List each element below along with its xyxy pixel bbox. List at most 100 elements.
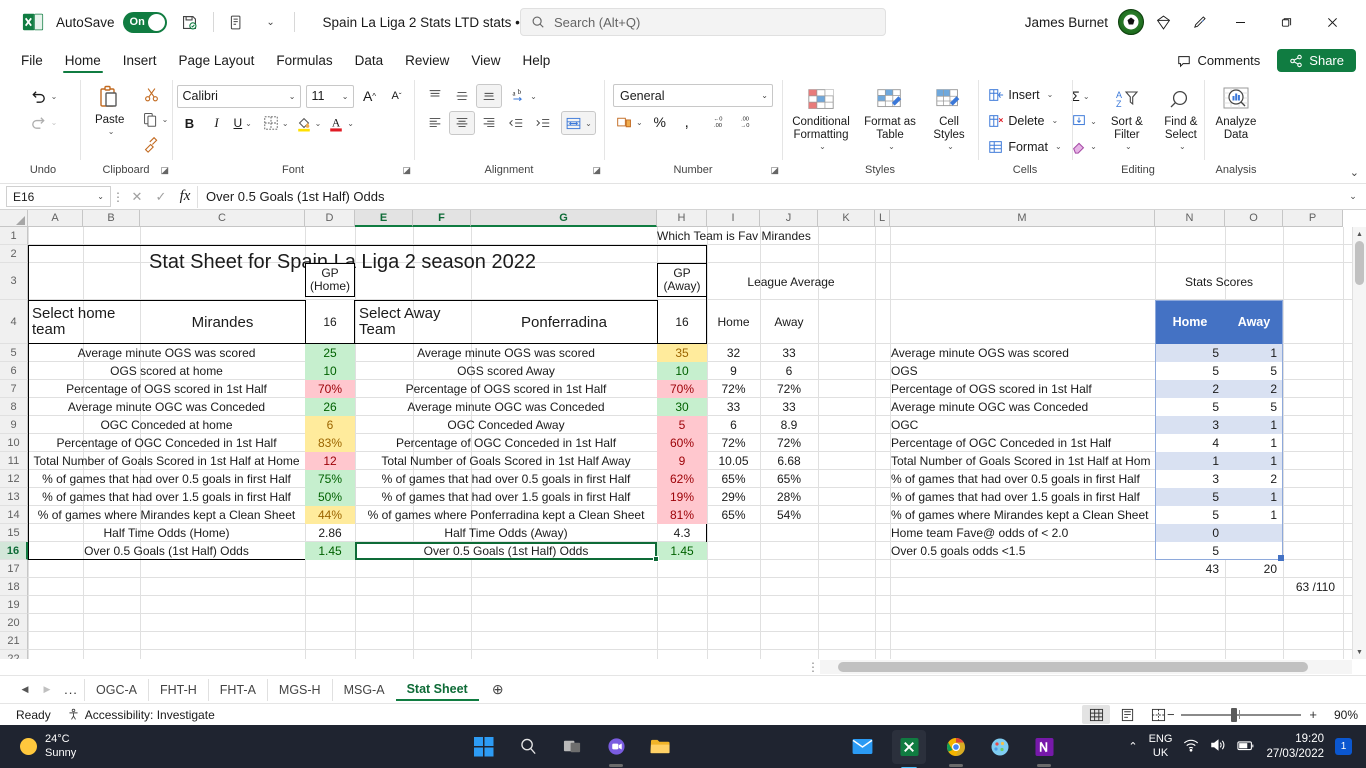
sheet-tab-mgs-h[interactable]: MGS-H — [266, 678, 332, 701]
sheet-overflow-icon[interactable]: ... — [64, 682, 78, 697]
gp-away-value[interactable]: 16 — [657, 300, 707, 344]
tab-page-layout[interactable]: Page Layout — [178, 53, 255, 68]
align-right-button[interactable] — [476, 111, 502, 135]
column-header-l[interactable]: L — [875, 210, 890, 227]
home-stat-value-15[interactable]: 2.86 — [318, 526, 342, 540]
home-stat-value-12[interactable]: 75% — [305, 470, 355, 488]
row-header-21[interactable]: 21 — [0, 632, 28, 650]
start-button-icon[interactable] — [470, 733, 498, 761]
save-icon[interactable] — [175, 7, 205, 37]
cell-styles-button[interactable]: Cell Styles ⌄ — [923, 82, 975, 154]
zoom-level[interactable]: 90% — [1333, 707, 1358, 722]
tab-file[interactable]: File — [21, 53, 43, 68]
column-header-a[interactable]: A — [28, 210, 83, 227]
row-header-14[interactable]: 14 — [0, 506, 28, 524]
score-away-6[interactable]: 5 — [1225, 362, 1283, 380]
home-stat-value-6[interactable]: 10 — [305, 362, 355, 380]
home-stat-value-16[interactable]: 1.45 — [305, 542, 355, 560]
away-stat-value-5[interactable]: 35 — [657, 344, 707, 362]
tab-help[interactable]: Help — [522, 53, 551, 68]
grand-total[interactable]: 63 /110 — [1295, 580, 1335, 594]
away-team-name[interactable]: Ponferradina — [471, 300, 657, 344]
home-stat-value-5[interactable]: 25 — [305, 344, 355, 362]
scroll-up-arrow[interactable]: ▲ — [1356, 230, 1363, 238]
league-home-value-6[interactable]: 9 — [730, 364, 737, 378]
gp-home-value[interactable]: 16 — [305, 300, 355, 344]
row-header-2[interactable]: 2 — [0, 245, 28, 263]
restore-button[interactable] — [1264, 7, 1308, 37]
score-away-12[interactable]: 2 — [1225, 470, 1283, 488]
row-header-10[interactable]: 10 — [0, 434, 28, 452]
comments-button[interactable]: Comments — [1168, 49, 1269, 72]
vertical-scrollbar[interactable]: ▲ ▼ — [1352, 227, 1366, 659]
column-header-k[interactable]: K — [818, 210, 875, 227]
column-header-d[interactable]: D — [305, 210, 355, 227]
active-cell-e16[interactable]: Over 0.5 Goals (1st Half) Odds — [355, 542, 657, 560]
row-header-20[interactable]: 20 — [0, 614, 28, 632]
league-away-value-13[interactable]: 28% — [776, 490, 802, 504]
home-stat-value-13[interactable]: 50% — [305, 488, 355, 506]
score-home-12[interactable]: 3 — [1155, 470, 1225, 488]
row-header-18[interactable]: 18 — [0, 578, 28, 596]
away-stat-value-11[interactable]: 9 — [657, 452, 707, 470]
customize-quick-access-icon[interactable]: ⌄ — [266, 16, 275, 28]
zoom-out-button[interactable]: − — [1167, 707, 1175, 722]
page-break-preview-button[interactable] — [1144, 705, 1172, 724]
align-left-button[interactable] — [422, 111, 448, 135]
column-header-h[interactable]: H — [657, 210, 707, 227]
score-home-10[interactable]: 4 — [1155, 434, 1225, 452]
onenote-icon[interactable] — [1030, 733, 1058, 767]
wifi-icon[interactable] — [1183, 738, 1199, 755]
league-home-value-13[interactable]: 29% — [721, 490, 746, 504]
league-away-value-9[interactable]: 8.9 — [780, 418, 798, 432]
document-title[interactable]: Spain La Liga 2 Stats LTD stats • Saved — [322, 14, 562, 30]
row-header-1[interactable]: 1 — [0, 227, 28, 245]
format-as-table-button[interactable]: Format as Table ⌄ — [859, 82, 921, 154]
enter-entry-icon[interactable]: ✓ — [155, 188, 167, 204]
league-home-value-7[interactable]: 72% — [721, 382, 746, 396]
column-header-o[interactable]: O — [1225, 210, 1283, 227]
font-color-button[interactable]: A ⌄ — [330, 117, 354, 131]
underline-button[interactable]: U ⌄ — [233, 116, 252, 130]
font-name-input[interactable]: Calibri ⌄ — [176, 84, 301, 108]
teams-icon[interactable] — [602, 733, 630, 767]
row-header-6[interactable]: 6 — [0, 362, 28, 380]
insert-cells-button[interactable]: Insert ⌄ — [984, 82, 1057, 107]
score-away-15[interactable] — [1225, 524, 1283, 542]
zoom-slider[interactable]: − + — [1167, 707, 1317, 723]
away-stat-value-10[interactable]: 60% — [657, 434, 707, 452]
horizontal-scroll-thumb[interactable] — [838, 662, 1308, 672]
row-header-16[interactable]: 16 — [0, 542, 28, 560]
insert-function-icon[interactable]: fx — [179, 188, 191, 204]
column-header-f[interactable]: F — [413, 210, 471, 227]
diamond-icon[interactable] — [1148, 7, 1178, 37]
mail-icon[interactable] — [848, 733, 876, 761]
tab-view[interactable]: View — [471, 53, 501, 68]
align-middle-button[interactable] — [449, 84, 475, 108]
league-home-value-9[interactable]: 6 — [730, 418, 737, 432]
search-input[interactable]: Search (Alt+Q) — [520, 8, 886, 36]
font-size-input[interactable]: 11 ⌄ — [305, 84, 354, 108]
row-header-7[interactable]: 7 — [0, 380, 28, 398]
score-away-8[interactable]: 5 — [1225, 398, 1283, 416]
taskbar-search-icon[interactable] — [514, 733, 542, 761]
home-team-name[interactable]: Mirandes — [140, 300, 305, 344]
away-stat-value-9[interactable]: 5 — [657, 416, 707, 434]
number-dialog-launcher[interactable]: ◪ — [770, 165, 779, 175]
tab-review[interactable]: Review — [405, 53, 450, 68]
font-dialog-launcher[interactable]: ◪ — [402, 165, 411, 175]
score-away-16[interactable] — [1225, 542, 1283, 560]
sheet-tab-stat-sheet[interactable]: Stat Sheet — [395, 678, 479, 701]
league-home-value-5[interactable]: 32 — [726, 346, 741, 360]
row-header-11[interactable]: 11 — [0, 452, 28, 470]
row-header-15[interactable]: 15 — [0, 524, 28, 542]
league-away-value-10[interactable]: 72% — [776, 436, 802, 450]
weather-widget[interactable]: 24°C Sunny — [0, 733, 76, 761]
row-header-12[interactable]: 12 — [0, 470, 28, 488]
sheet-tab-ogc-a[interactable]: OGC-A — [84, 678, 148, 701]
format-cells-button[interactable]: Format ⌄ — [984, 134, 1065, 159]
horizontal-scrollbar[interactable] — [820, 660, 1352, 674]
autosave-toggle[interactable]: On — [122, 11, 167, 33]
row-header-3[interactable]: 3 — [0, 263, 28, 300]
league-away-value-12[interactable]: 65% — [776, 472, 802, 486]
